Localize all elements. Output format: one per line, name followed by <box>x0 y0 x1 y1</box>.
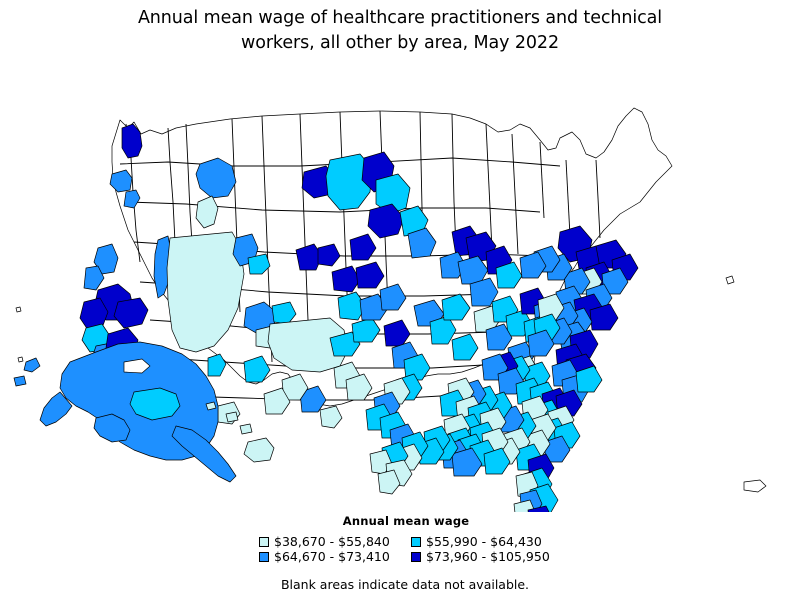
area-boundary <box>485 123 493 251</box>
colorado-springs <box>271 301 297 325</box>
small-island-marker <box>725 275 735 285</box>
nor-cal-coast <box>83 265 105 291</box>
virginia-beach <box>575 365 603 393</box>
map-legend: Annual mean wage $38,670 - $55,840 $55,99… <box>0 514 800 564</box>
redding-chico <box>93 243 119 275</box>
area-boundary <box>595 159 601 239</box>
title-line-1: Annual mean wage of healthcare practitio… <box>137 8 663 28</box>
legend-swatch <box>259 551 269 562</box>
legend-swatch <box>259 536 269 547</box>
chicago-north <box>469 277 499 307</box>
alaska-southwest <box>39 391 73 427</box>
buffalo <box>519 251 547 279</box>
albuquerque <box>243 355 271 383</box>
area-boundary <box>511 133 519 255</box>
legend-heading: Annual mean wage <box>342 514 470 528</box>
seattle-tacoma <box>121 123 143 159</box>
alaska-aleutian-a <box>23 357 41 373</box>
area-boundary <box>451 113 457 249</box>
wisconsin-northwest <box>399 205 429 237</box>
omaha-area <box>331 265 361 293</box>
wichita-area <box>329 331 361 357</box>
oklahoma-panhandle <box>383 319 411 347</box>
minneapolis-st-paul <box>375 173 411 215</box>
offshore-dot-a <box>15 306 22 313</box>
stockton-modesto <box>113 297 149 329</box>
legend-label: $73,960 - $105,950 <box>426 549 550 564</box>
legend-swatch <box>411 536 421 547</box>
area-boundary <box>127 201 541 213</box>
hawaii-maui <box>239 423 253 435</box>
offshore-dot-b <box>17 356 24 363</box>
legend-items: $38,670 - $55,840 $55,990 - $64,430 $64,67… <box>211 534 589 564</box>
legend-label: $55,990 - $64,430 <box>426 534 542 549</box>
page-title: Annual mean wage of healthcare practitio… <box>0 6 800 56</box>
alaska-aleutian-b <box>13 375 27 387</box>
legend-item: $73,960 - $105,950 <box>411 549 571 564</box>
legend-item: $64,670 - $73,410 <box>259 549 411 564</box>
kansas-nonmetro <box>267 317 349 373</box>
flagstaff <box>207 353 227 377</box>
texas-panhandle-south <box>319 405 343 429</box>
pennsylvania-north <box>537 293 565 321</box>
legend-swatch <box>411 551 421 562</box>
sioux-falls <box>349 233 377 261</box>
rio-grande-valley <box>377 469 401 495</box>
grand-rapids <box>495 261 523 289</box>
des-moines-north <box>355 261 385 289</box>
legend-item: $55,990 - $64,430 <box>411 534 571 549</box>
salem <box>123 189 141 209</box>
long-island <box>589 303 619 331</box>
area-boundary <box>539 141 545 219</box>
legend-item: $38,670 - $55,840 <box>259 534 411 549</box>
map-svg <box>13 107 767 512</box>
sarasota <box>513 499 536 512</box>
provo-orem <box>247 253 271 275</box>
alaska-kodiak <box>93 413 131 443</box>
las-cruces <box>263 387 291 415</box>
fargo <box>317 243 341 267</box>
panama-city <box>483 447 511 475</box>
pittsburgh <box>527 329 555 357</box>
wausau <box>407 227 437 259</box>
new-orleans <box>451 447 483 477</box>
dubuque <box>379 283 407 311</box>
alaska-southeast <box>171 425 237 483</box>
indianapolis <box>485 323 513 351</box>
anchorage <box>129 387 181 421</box>
map-footnote: Blank areas indicate data not available. <box>280 577 530 592</box>
legend-label: $38,670 - $55,840 <box>274 534 390 549</box>
springfield-il <box>451 333 479 361</box>
hawaii-oahu <box>225 411 239 423</box>
alaska-interior-blank <box>123 358 151 374</box>
portland-vancouver <box>109 169 133 193</box>
boise <box>195 157 237 199</box>
milwaukee <box>457 255 489 285</box>
hawaii-kauai <box>205 401 217 411</box>
new-mexico-east <box>299 385 327 413</box>
rockford <box>441 293 471 321</box>
rochester-mn <box>367 203 405 239</box>
west-palm-beach <box>527 505 550 512</box>
hawaii-big-island <box>243 437 275 463</box>
idaho-nonmetro <box>195 195 219 229</box>
legend-label: $64,670 - $73,410 <box>274 549 390 564</box>
area-boundary <box>565 159 571 237</box>
title-line-2: workers, all other by area, May 2022 <box>241 33 559 53</box>
choropleth-map <box>0 62 800 512</box>
lubbock <box>345 373 373 401</box>
puerto-rico <box>743 479 767 493</box>
